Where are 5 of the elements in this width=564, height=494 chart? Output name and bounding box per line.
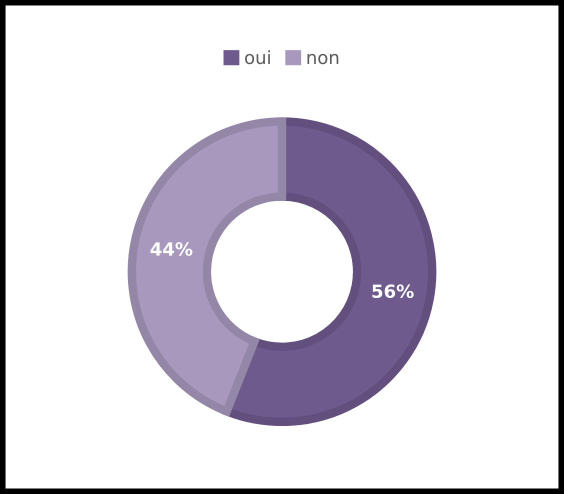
legend-label: oui (245, 50, 270, 64)
legend-label: non (308, 54, 338, 64)
donut-slice (128, 117, 286, 416)
data-label: 44% (150, 242, 192, 256)
data-label: 56% (372, 284, 414, 298)
